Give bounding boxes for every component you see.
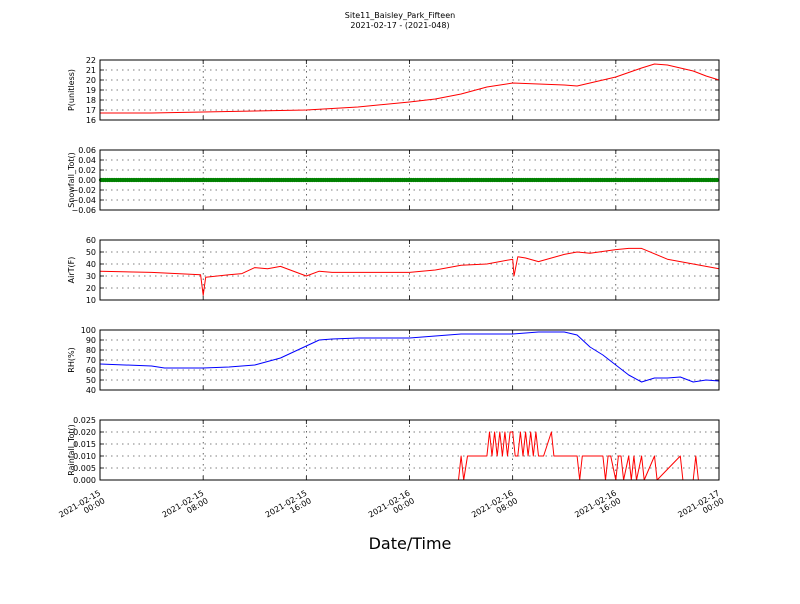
y-tick-label: 19 xyxy=(86,86,96,95)
series-line xyxy=(100,63,720,114)
y-tick-label: 30 xyxy=(86,272,96,281)
snowfall-point xyxy=(714,177,720,183)
y-tick-label: 0.025 xyxy=(73,416,96,425)
figure-subtitle: 2021-02-17 - (2021-048) xyxy=(350,21,450,30)
y-axis-label: Snowfall_Tot() xyxy=(67,152,76,208)
series-line xyxy=(100,431,719,481)
y-tick-label: 100 xyxy=(81,326,96,335)
y-axis-label: AirT(F) xyxy=(67,257,76,284)
y-tick-label: 0.015 xyxy=(73,440,96,449)
plot-frame xyxy=(99,149,720,211)
y-tick-label: 0.005 xyxy=(73,464,96,473)
x-tick-label: 2021-02-1608:00 xyxy=(470,488,519,527)
y-tick-label: 80 xyxy=(86,346,96,355)
x-axis-label: Date/Time xyxy=(368,534,452,553)
x-tick-label: 2021-02-1700:00 xyxy=(676,488,725,527)
x-tick-label: 2021-02-1616:00 xyxy=(573,488,622,527)
y-tick-label: 17 xyxy=(86,106,96,115)
y-tick-label: −0.06 xyxy=(71,206,96,215)
y-tick-label: 21 xyxy=(86,66,96,75)
plot-frame xyxy=(99,329,720,391)
y-tick-label: 70 xyxy=(86,356,96,365)
y-tick-label: 18 xyxy=(86,96,96,105)
y-tick-label: 16 xyxy=(86,116,96,125)
series-line xyxy=(99,247,720,296)
y-tick-label: 0.06 xyxy=(78,146,96,155)
y-tick-label: 20 xyxy=(86,284,96,293)
x-tick-label: 2021-02-1516:00 xyxy=(264,488,313,527)
y-tick-label: 40 xyxy=(86,386,96,395)
x-tick-label: 2021-02-1500:00 xyxy=(57,488,106,527)
panel-2: −0.06−0.04−0.020.000.020.040.06Snowfall_… xyxy=(67,146,720,215)
plot-frame xyxy=(99,239,720,301)
y-tick-label: 0.02 xyxy=(78,166,96,175)
x-tick-label: 2021-02-1508:00 xyxy=(161,488,210,527)
y-tick-label: 0.00 xyxy=(78,176,96,185)
y-tick-label: 0.010 xyxy=(73,452,96,461)
figure-title: Site11_Baisley_Park_Fifteen xyxy=(344,11,456,20)
y-tick-label: −0.04 xyxy=(71,196,96,205)
y-tick-label: 0.020 xyxy=(73,428,96,437)
panel-3: 10 20 30 40 50 60 AirT(F) xyxy=(67,236,720,305)
y-axis-label: P(unitless) xyxy=(67,69,76,111)
y-tick-label: −0.02 xyxy=(71,186,96,195)
y-tick-label: 50 xyxy=(86,248,96,257)
y-tick-label: 60 xyxy=(86,236,96,245)
y-tick-label: 60 xyxy=(86,366,96,375)
y-tick-label: 10 xyxy=(86,296,96,305)
y-tick-label: 22 xyxy=(86,56,96,65)
y-axis-label: Rainfall_Tot() xyxy=(67,424,76,476)
series-line xyxy=(99,331,720,383)
plot-frame xyxy=(99,419,720,481)
y-tick-label: 0.04 xyxy=(78,156,96,165)
x-tick-label: 2021-02-1600:00 xyxy=(367,488,416,527)
y-tick-label: 20 xyxy=(86,76,96,85)
y-axis-label: RH(%) xyxy=(67,347,76,372)
y-tick-label: 0.000 xyxy=(73,476,96,485)
plot-frame xyxy=(99,59,720,121)
y-tick-label: 50 xyxy=(86,376,96,385)
panel-5: 0.000 0.005 0.010 0.015 0.020 0.025Rainfall_T… xyxy=(67,416,720,485)
y-tick-label: 40 xyxy=(86,260,96,269)
y-tick-label: 90 xyxy=(86,336,96,345)
